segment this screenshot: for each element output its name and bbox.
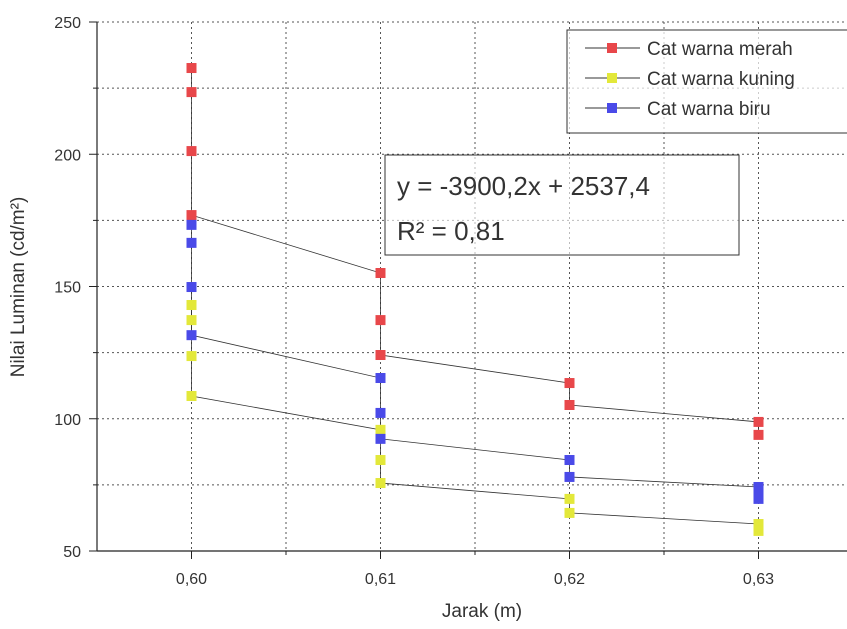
annotation-box [384,154,740,256]
y-tick-label: 150 [54,280,81,297]
point [186,315,197,326]
axes: 50 100 150 200 250 0,60 0,61 0,62 0,63 [54,15,847,588]
x-axis-label: Jarak (m) [442,601,522,622]
point [186,210,197,221]
annotation-line: y = -3900,2x + 2537,4 [397,171,650,201]
point [564,471,575,482]
point [186,330,197,341]
point [564,399,575,410]
point [375,373,386,384]
point [564,493,575,504]
point [564,378,575,389]
point [186,237,197,248]
point [375,455,386,466]
point [186,63,197,74]
point [753,481,764,492]
point [753,429,764,440]
legend-marker [607,73,617,83]
legend-label: Cat warna merah [647,39,793,60]
point [375,315,386,326]
point [186,391,197,402]
x-tick-label: 0,60 [176,571,207,588]
point [564,455,575,466]
y-tick-label: 50 [63,544,81,561]
x-tick-label: 0,61 [365,571,396,588]
legend-marker [607,103,617,113]
point [564,507,575,518]
legend-marker [607,43,617,53]
point [186,219,197,230]
point [186,146,197,157]
point [753,519,764,530]
y-tick-label: 200 [54,147,81,164]
point [375,350,386,361]
point [186,351,197,362]
x-tick-label: 0,63 [743,571,774,588]
point [753,525,764,536]
y-axis-label: Nilai Luminan (cd/m²) [8,197,29,378]
point [375,268,386,279]
point [186,282,197,293]
y-tick-label: 100 [54,412,81,429]
point [753,487,764,498]
point [186,87,197,98]
legend-label: Cat warna biru [647,99,771,120]
legend: Cat warna merah Cat warna kuning Cat warna… [566,29,847,134]
point [375,478,386,489]
point [375,407,386,418]
y-tick-label: 250 [54,15,81,32]
annotation-line: R² = 0,81 [397,216,505,246]
point [186,300,197,311]
point [375,424,386,435]
legend-label: Cat warna kuning [647,69,795,90]
x-tick-label: 0,62 [554,571,585,588]
point [375,433,386,444]
point [753,416,764,427]
marks [186,63,764,536]
point [753,493,764,504]
